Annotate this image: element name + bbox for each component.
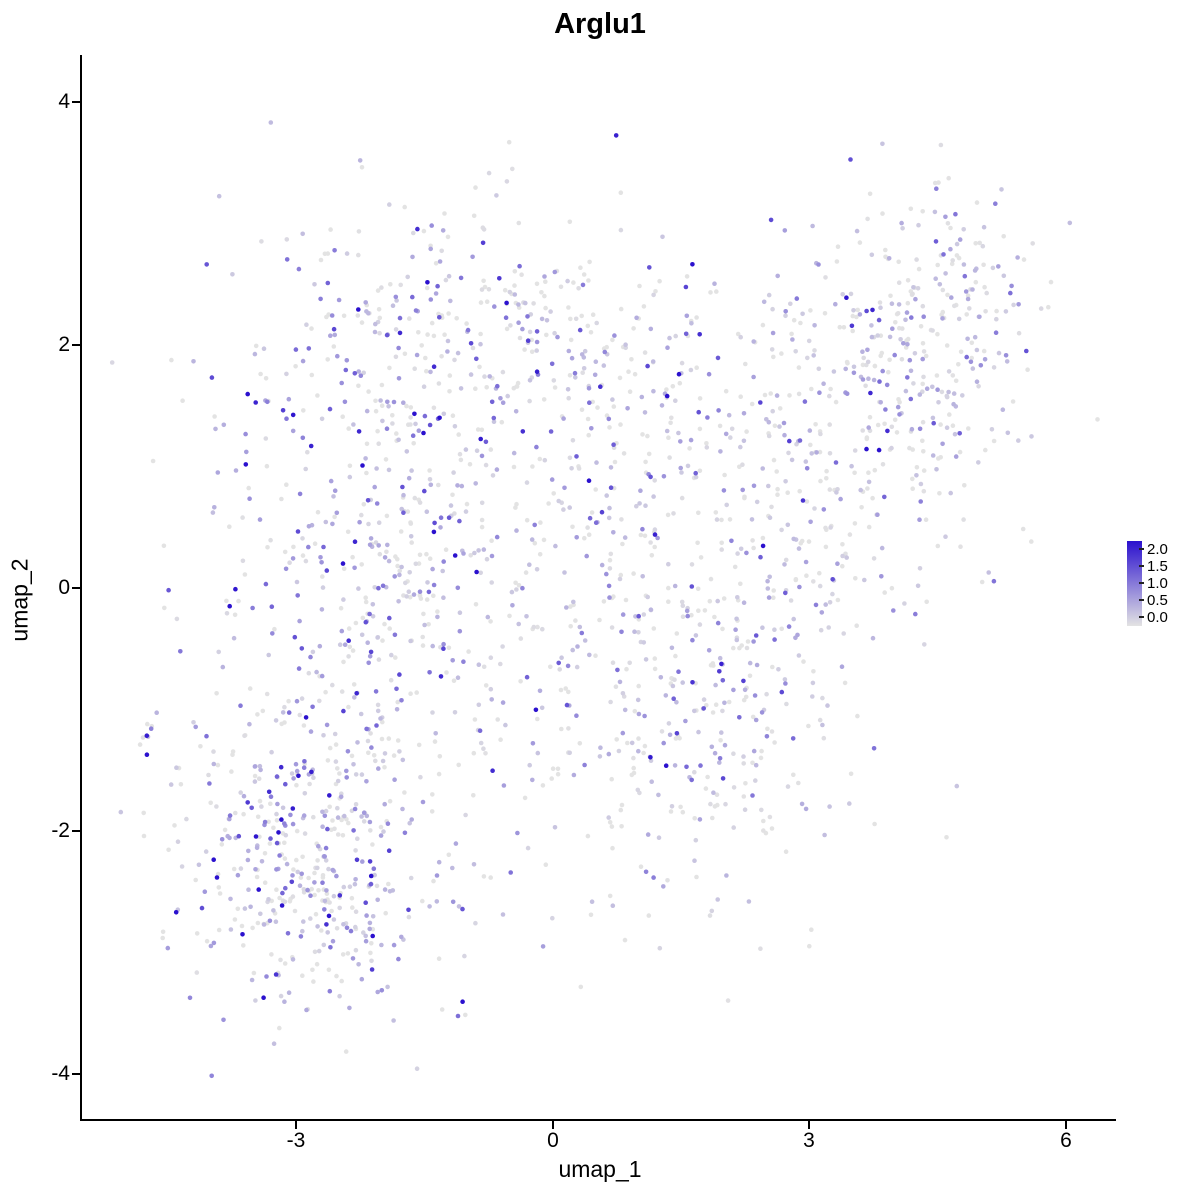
x-tick: [295, 1121, 297, 1129]
y-tick-label: 0: [58, 576, 70, 599]
legend-tick: [1139, 599, 1144, 601]
legend-tick: [1139, 548, 1144, 550]
x-axis-title: umap_1: [558, 1156, 642, 1182]
x-tick: [808, 1121, 810, 1129]
legend-tick: [1139, 582, 1144, 584]
y-tick-label: -2: [51, 819, 70, 842]
x-tick-label: 3: [803, 1129, 815, 1152]
legend-tick: [1139, 616, 1144, 618]
y-tick-label: -4: [51, 1062, 70, 1085]
legend-label: 2.0: [1147, 541, 1168, 558]
legend-colorbar: [1127, 541, 1142, 626]
y-tick: [72, 830, 80, 832]
legend-tick: [1139, 565, 1144, 567]
x-tick-label: 6: [1060, 1129, 1072, 1152]
x-tick-label: 0: [547, 1129, 559, 1152]
y-axis-line: [80, 55, 82, 1121]
legend-label: 0.5: [1147, 592, 1168, 609]
y-tick: [72, 101, 80, 103]
y-tick-label: 2: [58, 333, 70, 356]
y-axis-title: umap_2: [6, 558, 33, 642]
x-tick: [552, 1121, 554, 1129]
y-tick-label: 4: [58, 90, 70, 113]
legend-label: 1.0: [1147, 575, 1168, 592]
y-tick: [72, 1073, 80, 1075]
x-tick: [1065, 1121, 1067, 1129]
legend-label: 1.5: [1147, 558, 1168, 575]
x-axis-line: [80, 1119, 1116, 1121]
y-tick: [72, 344, 80, 346]
x-tick-label: -3: [286, 1129, 306, 1152]
plot-title: Arglu1: [554, 8, 646, 40]
legend-label: 0.0: [1147, 609, 1168, 626]
y-tick: [72, 587, 80, 589]
